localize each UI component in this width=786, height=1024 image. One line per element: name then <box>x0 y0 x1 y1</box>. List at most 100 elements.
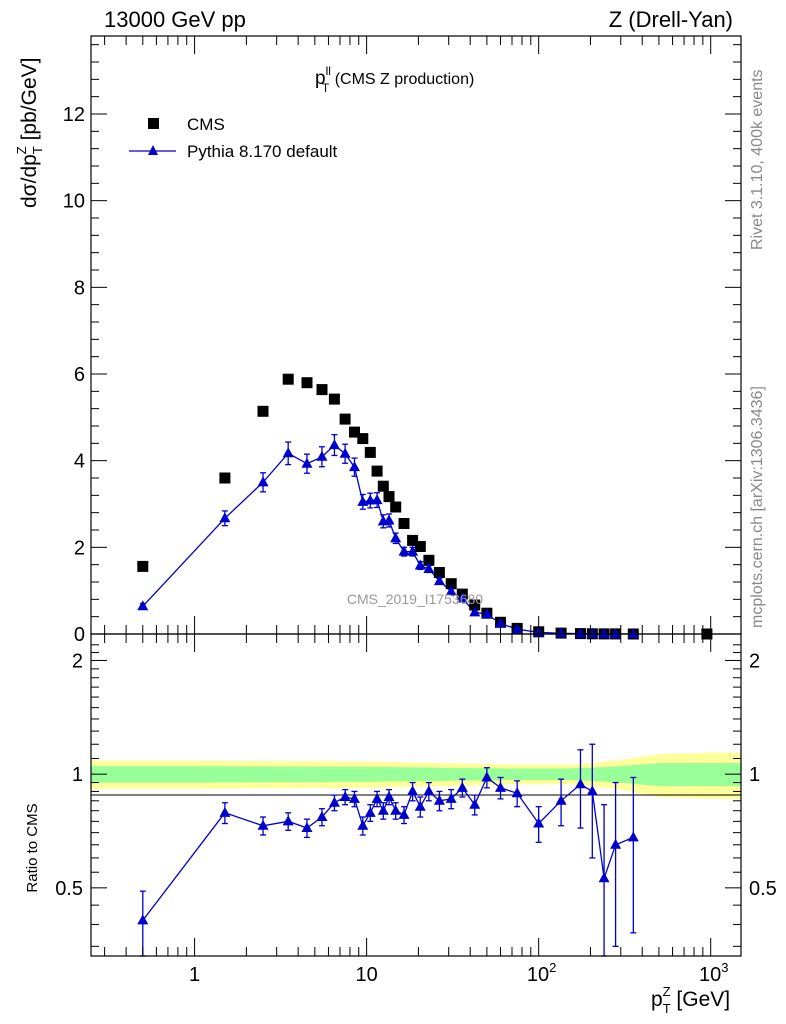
mc-point <box>137 600 149 611</box>
ratio-point <box>610 838 622 849</box>
mc-point <box>328 439 340 450</box>
cms-point <box>383 491 395 503</box>
header-right: Z (Drell-Yan) <box>609 7 733 32</box>
ratio-point <box>377 804 389 815</box>
legend: CMS Pythia 8.170 default <box>129 115 338 161</box>
mc-point <box>627 627 639 638</box>
mcplots-label: mcplots.cern.ch [arXiv:1306.3436] <box>749 386 766 628</box>
mc-point <box>407 545 419 556</box>
mc-point <box>469 606 481 617</box>
ratio-point <box>494 781 506 792</box>
mc-point <box>586 627 598 638</box>
ratio-point <box>371 792 383 803</box>
cms-point <box>371 465 383 477</box>
main-ytick-label: 2 <box>74 537 85 559</box>
ratio-point <box>282 815 294 826</box>
mc-point <box>339 447 351 458</box>
ratio-xlabel-sup: Z <box>663 984 671 999</box>
legend-mc-marker <box>148 145 158 155</box>
ratio-point <box>423 785 435 796</box>
rivet-label: Rivet 3.1.10, 400k events <box>749 69 766 250</box>
ratio-xtick-base: 10 <box>355 964 377 986</box>
cms-point <box>282 373 294 385</box>
mc-point <box>511 623 523 634</box>
cms-point <box>364 446 376 458</box>
ratio-ytick-label: 1 <box>72 764 83 786</box>
main-ylabel-sup: Z <box>14 146 29 154</box>
cms-point <box>423 554 435 566</box>
cms-point <box>377 480 389 492</box>
ratio-xlabel-main: p <box>651 988 663 1011</box>
ratio-xlabel-rest: [GeV] <box>671 988 731 1011</box>
ratio-axes: 0.5 0.51 12 21 10 102 103 <box>55 634 777 986</box>
ratio-point <box>511 787 523 798</box>
mc-point <box>219 512 231 523</box>
mc-point <box>390 532 402 543</box>
cms-point <box>328 393 340 405</box>
ratio-xlabel-sub: T <box>663 1001 671 1016</box>
ratio-point <box>574 778 586 789</box>
main-ytick-label: 8 <box>74 277 85 299</box>
ratio-point <box>364 806 376 817</box>
cms-point <box>137 560 149 572</box>
mc-point <box>348 461 360 472</box>
main-ylabel-sub: T <box>30 146 45 154</box>
ratio-point <box>357 819 369 830</box>
ratio-ytick-label: 0.5 <box>55 878 83 900</box>
mc-point <box>398 545 410 556</box>
cms-point <box>257 405 269 417</box>
ratio-ytick-label-right: 0.5 <box>749 878 777 900</box>
legend-cms-label: CMS <box>187 115 225 134</box>
ratio-ylabel: Ratio to CMS <box>24 803 41 892</box>
plot-title-rest: (CMS Z production) <box>330 71 474 88</box>
main-ytick-label: 0 <box>74 624 85 646</box>
cms-point <box>445 578 457 590</box>
mc-point <box>481 608 493 619</box>
cms-point <box>316 384 328 396</box>
main-ytick-label: 4 <box>74 451 85 473</box>
ratio-panel: 0.5 0.51 12 21 10 102 103 Ratio to CMS pTZ [Ge… <box>24 633 777 1016</box>
ratio-point <box>301 822 313 833</box>
cms-point <box>349 426 360 438</box>
cms-point <box>398 518 410 529</box>
ratio-point <box>257 819 269 830</box>
main-ytick-label: 6 <box>74 364 85 386</box>
ratio-point <box>456 781 468 792</box>
ratio-xtick-label: 103 <box>699 960 728 986</box>
ratio-ytick-label: 2 <box>72 650 83 672</box>
plot-title-sub: T <box>322 81 330 95</box>
ratio-ytick-label-right: 1 <box>749 764 760 786</box>
ratio-band <box>91 752 741 799</box>
main-ylabel-main: dσ/dp <box>18 154 41 208</box>
mc-point <box>494 617 506 628</box>
cms-point <box>357 433 369 445</box>
main-ytick-label: 12 <box>63 104 85 126</box>
ratio-xtick-base: 10 <box>527 964 549 986</box>
mc-point <box>574 627 586 638</box>
mc-point <box>445 585 457 596</box>
ratio-point <box>481 771 493 782</box>
ratio-point <box>328 796 340 807</box>
cms-point <box>390 501 402 513</box>
mc-point <box>257 476 269 487</box>
ratio-point <box>586 785 598 796</box>
mc-point <box>610 627 622 638</box>
ratio-xtick-label: 10 <box>355 964 377 986</box>
main-ylabel-rest: [pb/GeV] <box>18 58 41 147</box>
ratio-xtick-label: 1 <box>189 964 200 986</box>
legend-mc-label: Pythia 8.170 default <box>187 142 338 161</box>
ratio-point <box>533 817 545 828</box>
mc-point <box>301 457 313 468</box>
watermark: CMS_2019_I1753680 <box>347 591 483 607</box>
ratio-point <box>137 914 149 925</box>
cms-point <box>301 377 313 389</box>
mc-point <box>555 627 567 638</box>
ratio-point <box>390 804 402 815</box>
cms-point <box>407 534 419 546</box>
mc-point <box>414 559 426 570</box>
ratio-xtick-label: 102 <box>527 960 556 986</box>
ratio-point <box>339 790 351 801</box>
ratio-point <box>433 794 445 805</box>
